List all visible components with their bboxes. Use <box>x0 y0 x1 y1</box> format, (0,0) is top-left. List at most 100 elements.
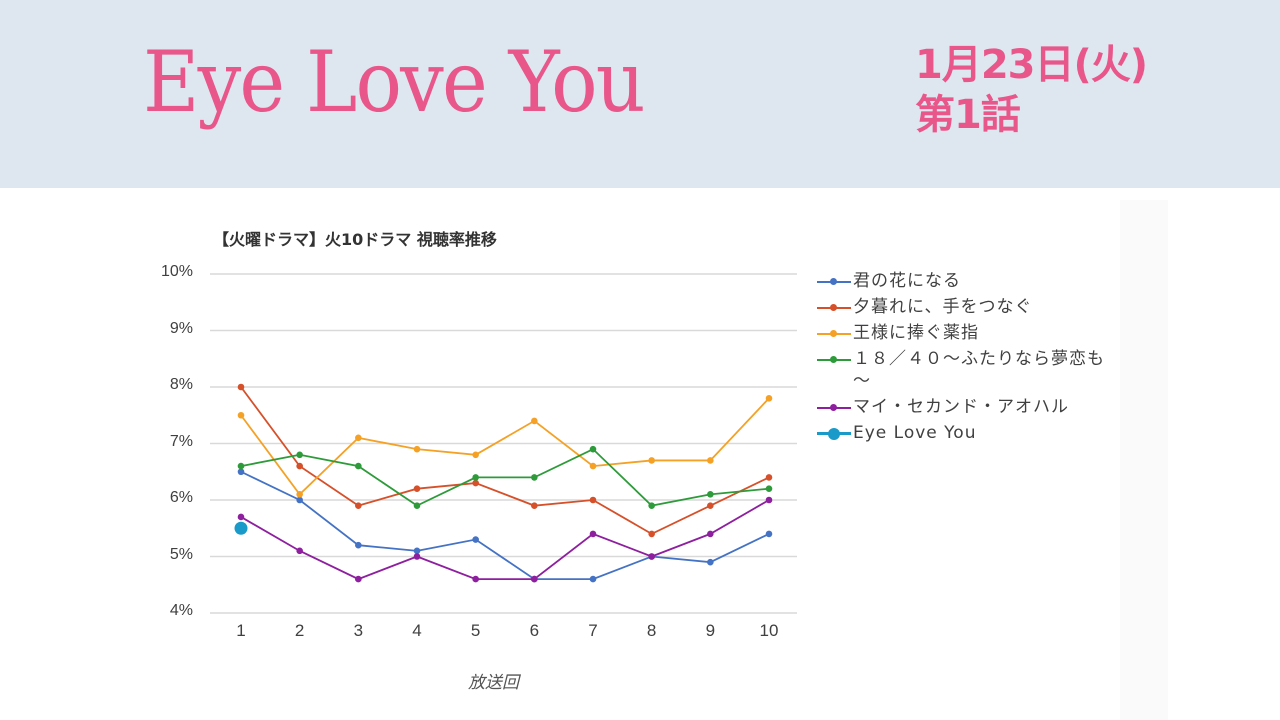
data-point <box>765 395 773 402</box>
data-point <box>531 575 538 583</box>
data-point <box>413 445 421 453</box>
data-point <box>648 502 655 509</box>
data-point <box>589 445 597 453</box>
data-point <box>765 496 773 504</box>
data-point <box>413 502 421 509</box>
data-point <box>648 530 655 538</box>
data-point <box>589 575 597 583</box>
x-tick-label: 8 <box>646 621 657 640</box>
series-line <box>237 395 773 498</box>
data-point <box>355 434 362 442</box>
y-tick-label: 8% <box>169 376 193 393</box>
data-point <box>765 485 773 493</box>
data-point <box>707 530 714 538</box>
y-tick-label: 5% <box>169 545 193 563</box>
data-point <box>472 474 479 481</box>
y-tick-label: 10% <box>160 263 193 280</box>
data-point <box>296 491 303 498</box>
data-point <box>237 462 245 470</box>
data-point <box>472 479 479 487</box>
x-tick-label: 1 <box>236 621 246 640</box>
y-tick-label: 4% <box>169 602 193 619</box>
legend-label: 夕暮れに、手をつなぐ <box>853 297 1033 317</box>
legend-item: １８／４０～ふたりなら夢恋も～ <box>817 348 1123 392</box>
data-point <box>765 474 773 481</box>
legend-marker-icon <box>817 322 853 344</box>
legend-item: 王様に捧ぐ薬指 <box>817 322 1123 344</box>
series-line <box>237 383 773 538</box>
data-point <box>413 547 421 555</box>
legend-item: Eye Love You <box>817 422 1123 444</box>
data-point <box>413 553 421 560</box>
x-tick-label: 2 <box>294 621 305 640</box>
data-point <box>707 457 714 464</box>
legend-label: 王様に捧ぐ薬指 <box>853 323 979 343</box>
data-point <box>234 521 248 535</box>
legend-marker-icon <box>817 422 853 444</box>
episode-number: 第1話 <box>915 92 1021 138</box>
x-tick-label: 6 <box>529 621 540 640</box>
y-tick-label: 9% <box>169 319 193 337</box>
x-tick-label: 7 <box>588 621 598 640</box>
x-tick-label: 5 <box>470 621 481 640</box>
legend-item: 君の花になる <box>817 270 1123 292</box>
legend-marker-icon <box>817 296 853 318</box>
data-point <box>355 541 362 549</box>
data-point <box>531 502 538 509</box>
data-point <box>296 547 303 555</box>
data-point <box>765 530 773 538</box>
data-point <box>472 536 479 543</box>
broadcast-date: 1月23日(火) <box>915 42 1148 88</box>
y-tick-label: 7% <box>169 432 193 450</box>
show-title: Eye Love You <box>143 33 646 131</box>
data-point <box>472 451 479 459</box>
data-point <box>237 383 245 391</box>
x-tick-label: 10 <box>759 621 779 640</box>
broadcast-info: 1月23日(火) 第1話 <box>915 40 1148 140</box>
side-strip <box>1120 200 1168 720</box>
header-banner: Eye Love You 1月23日(火) 第1話 <box>0 0 1280 188</box>
data-point <box>531 474 538 481</box>
data-point <box>355 462 362 470</box>
legend-label: マイ・セカンド・アオハル <box>853 397 1069 417</box>
data-point <box>237 411 245 419</box>
legend-label: １８／４０～ふたりなら夢恋も～ <box>853 349 1105 391</box>
data-point <box>296 496 303 504</box>
data-point <box>296 451 303 459</box>
data-point <box>707 502 714 509</box>
legend-item: マイ・セカンド・アオハル <box>817 396 1123 418</box>
legend-item: 夕暮れに、手をつなぐ <box>817 296 1123 318</box>
legend-label: Eye Love You <box>853 423 977 443</box>
chart-legend: 君の花になる夕暮れに、手をつなぐ 王様に捧ぐ薬指 １８／４０～ふたりなら夢恋も～ マイ… <box>817 270 1123 448</box>
data-point <box>648 457 655 464</box>
x-tick-label: 9 <box>705 621 716 640</box>
legend-marker-icon <box>817 396 853 418</box>
legend-label: 君の花になる <box>853 271 961 291</box>
data-point <box>296 462 303 470</box>
legend-marker-icon <box>817 270 853 292</box>
data-point <box>648 553 655 560</box>
series-line <box>237 496 773 583</box>
data-point <box>589 530 597 538</box>
x-tick-label: 4 <box>412 621 422 640</box>
series-line <box>234 521 248 535</box>
data-point <box>531 417 538 425</box>
data-point <box>707 558 714 566</box>
data-point <box>355 502 362 509</box>
data-point <box>707 491 714 498</box>
data-point <box>237 468 245 476</box>
x-axis-title: 放送回 <box>468 673 519 693</box>
data-point <box>589 496 597 504</box>
series-line <box>237 468 773 583</box>
data-point <box>413 485 421 493</box>
data-point <box>237 513 245 521</box>
x-tick-label: 3 <box>353 621 364 640</box>
data-point <box>472 575 479 583</box>
y-tick-label: 6% <box>169 489 193 506</box>
chart-title: 【火曜ドラマ】火10ドラマ 視聴率推移 <box>213 230 497 249</box>
data-point <box>589 462 597 470</box>
legend-marker-icon <box>817 348 853 370</box>
series-line <box>237 445 773 509</box>
data-point <box>355 575 362 583</box>
